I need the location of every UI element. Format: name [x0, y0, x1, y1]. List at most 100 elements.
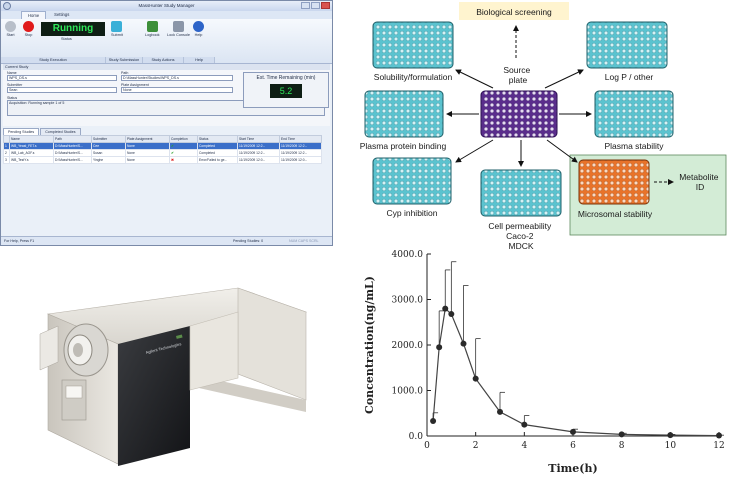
maximize-button[interactable] [311, 2, 320, 9]
status-display-label: Status [61, 37, 72, 41]
permeability-line-3: MDCK [508, 241, 533, 251]
x-tick-label: 4 [521, 441, 527, 451]
valve-window [65, 385, 83, 399]
error-x-icon: ✖ [171, 158, 174, 162]
instrument-right-base [190, 374, 306, 412]
concentration-line [432, 307, 720, 437]
arrow-to-solubility [455, 69, 494, 89]
col-submitter[interactable]: Submitter [91, 135, 126, 143]
arrow-to-microsomal [546, 139, 578, 163]
status-label: Status [7, 96, 18, 100]
submit-button[interactable]: Submit [111, 21, 123, 37]
col-status[interactable]: Status [197, 135, 238, 143]
minimize-button[interactable] [301, 2, 310, 9]
data-point [430, 417, 437, 424]
help-icon [193, 21, 204, 32]
row-completion: ✔ [169, 142, 198, 150]
y-axis-label: Concentration(ng/mL) [363, 276, 376, 414]
x-tick-label: 6 [570, 441, 576, 451]
permeability-line-1: Cell permeability [488, 221, 552, 231]
window-controls [301, 2, 330, 9]
lc-ms-instrument-photo: Agilent Technologies [0, 262, 333, 480]
start-button[interactable]: Start [5, 21, 16, 37]
est-time-value: 5.2 [270, 84, 302, 98]
plate-field: None [121, 87, 233, 93]
plate-microsomal [578, 159, 650, 205]
table-row[interactable]: 2 WB_Lab_AOF.s D:\MassHunter\S... Susan … [3, 149, 322, 157]
permeability-line-2: Caco-2 [506, 231, 534, 241]
source-plate-label: Source plate [503, 65, 532, 85]
row-completion: ✔ [169, 149, 198, 157]
submit-label: Submit [111, 33, 123, 37]
col-completion[interactable]: Completion [169, 135, 198, 143]
x-tick-label: 12 [713, 441, 724, 451]
row-path: D:\MassHunter\S... [53, 142, 92, 150]
tab-home[interactable]: Home [21, 11, 47, 19]
tab-settings[interactable]: Settings [54, 12, 70, 17]
statusbar-pending: Pending Studies: 0 [233, 239, 264, 243]
col-end[interactable]: End Time [279, 135, 322, 143]
data-point [448, 311, 455, 318]
ribbon-groups: Study Execution Study Submission Study A… [1, 57, 332, 63]
logbook-button[interactable]: Logbook [145, 21, 160, 37]
cyp-label: Cyp inhibition [386, 208, 437, 218]
data-point [497, 408, 503, 415]
close-button[interactable] [321, 2, 330, 9]
instrument-front-panel [118, 326, 190, 466]
data-point [472, 375, 479, 382]
x-tick-label: 2 [473, 441, 479, 451]
biological-screening-box [459, 2, 569, 20]
y-tick-label: 2000.0 [392, 341, 424, 351]
row-name: WB_Lab_AOF.s [9, 149, 54, 157]
y-tick-label: 4000.0 [392, 250, 424, 260]
instrument-front-right [189, 311, 239, 391]
plasma-stability-label: Plasma stability [604, 141, 664, 151]
help-button[interactable]: Help [193, 21, 204, 37]
studies-table: Name Path Submitter Plate Assignment Com… [3, 135, 322, 164]
row-status: Completed [197, 149, 238, 157]
group-help: Help [184, 57, 215, 63]
path-field: D:\MassHunter\Studies\WPS_DS.s [121, 75, 233, 81]
name-label: Name [7, 71, 17, 75]
y-tick-label: 1000.0 [392, 387, 424, 397]
stop-button[interactable]: Stop [23, 21, 34, 37]
stop-icon [23, 21, 34, 32]
stop-label: Stop [24, 33, 33, 37]
lock-console-button[interactable]: Lock Console [167, 21, 190, 37]
row-status: Completed [197, 142, 238, 150]
col-plate[interactable]: Plate Assignment [125, 135, 170, 143]
x-tick-label: 10 [665, 441, 677, 451]
row-submitter: Yinghe [91, 156, 126, 164]
table-row[interactable]: 1 WB_Yeast_FET.s D:\MassHunter\S... Cee … [3, 142, 322, 150]
logbook-label: Logbook [145, 33, 160, 37]
screening-workflow-diagram: Biological screening Source plate Solubi… [333, 0, 729, 262]
lock-icon [173, 21, 184, 32]
row-plate: None [125, 149, 170, 157]
plate-cyp [372, 157, 452, 205]
lock-label: Lock Console [167, 33, 191, 37]
status-led [176, 334, 183, 339]
instrument-right-side [237, 287, 307, 401]
est-time-label: Est. Time Remaining (min) [256, 75, 316, 81]
path-label: Path [121, 71, 129, 75]
plate-logp [586, 21, 668, 69]
data-point [521, 421, 528, 428]
row-start: 11/19/2009 12:2... [237, 142, 280, 150]
col-start[interactable]: Start Time [237, 135, 280, 143]
chart-svg: Concentration(ng/mL) Time(h) 0 2 4 6 8 10 12 0.… [363, 250, 725, 475]
col-name[interactable]: Name [9, 135, 54, 143]
row-completion: ✖ [169, 156, 198, 164]
source-plate-line-2: plate [509, 75, 528, 85]
row-plate: None [125, 156, 170, 164]
solubility-label: Solubility/formulation [374, 72, 453, 82]
ion-source-inlet [73, 343, 83, 357]
start-label: Start [6, 33, 15, 37]
permeability-label: Cell permeability Caco-2 MDCK [488, 221, 553, 251]
app-menu-button[interactable] [3, 2, 11, 10]
col-path[interactable]: Path [53, 135, 92, 143]
group-study-actions: Study Actions [143, 57, 184, 63]
table-row[interactable]: 3 WB_TestY.s D:\MassHunter\S... Yinghe N… [3, 156, 322, 164]
ribbon-tabs: Home Settings [1, 11, 332, 19]
row-name: WB_Yeast_FET.s [9, 142, 54, 150]
submit-icon [111, 21, 123, 32]
